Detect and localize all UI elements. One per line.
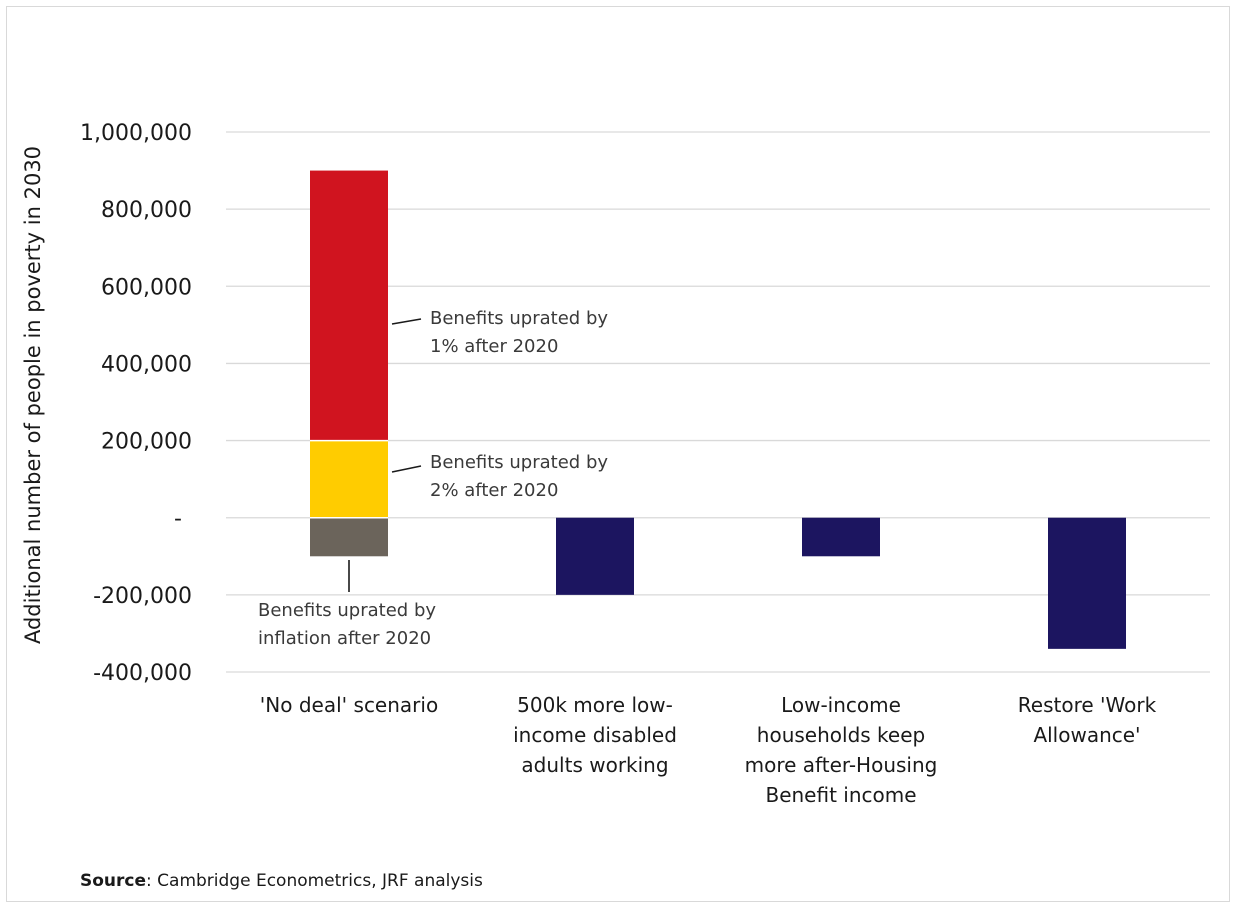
bar-segment xyxy=(556,517,634,595)
y-tick-label: 1,000,000 xyxy=(80,121,192,146)
bar-segment xyxy=(802,517,880,557)
x-category-line: Allowance' xyxy=(1033,723,1140,747)
annotation-text: Benefits uprated by xyxy=(430,308,608,329)
x-category-label: 'No deal' scenario xyxy=(260,693,438,717)
source-label: Source xyxy=(80,871,147,891)
x-category-label: Low-income households keep more after-Hous… xyxy=(745,693,938,807)
y-tick-label: - xyxy=(174,507,182,532)
x-category-line: Benefit income xyxy=(765,783,916,807)
annotation-text: inflation after 2020 xyxy=(258,628,431,649)
annotation-text: Benefits uprated by xyxy=(258,600,436,621)
y-tick-label: 600,000 xyxy=(101,275,192,300)
annotation-leader xyxy=(391,318,422,325)
x-category-line: more after-Housing xyxy=(745,753,938,777)
y-axis-ticks: 1,000,000 800,000 600,000 400,000 200,000 - -2… xyxy=(80,121,192,686)
annotations: Benefits uprated by 1% after 2020 Benefits… xyxy=(258,308,608,649)
annotation-leader xyxy=(391,465,422,473)
bar-segment xyxy=(310,440,388,518)
x-category-line: households keep xyxy=(757,723,925,747)
x-category-line: Low-income xyxy=(781,693,901,717)
x-category-line: 500k more low- xyxy=(517,693,673,717)
annotation-text: 1% after 2020 xyxy=(430,336,558,357)
x-category-label: 500k more low-income disabled adults work… xyxy=(513,693,677,777)
x-category-line: income disabled xyxy=(513,723,677,747)
x-category-line: Restore 'Work xyxy=(1018,693,1157,717)
y-tick-label: 400,000 xyxy=(101,352,192,377)
chart-frame xyxy=(6,6,1230,902)
y-tick-label: 800,000 xyxy=(101,198,192,223)
y-tick-label: -200,000 xyxy=(93,584,192,609)
x-category-line: 'No deal' scenario xyxy=(260,693,438,717)
source-note: Source: Cambridge Econometrics, JRF anal… xyxy=(80,871,483,891)
y-axis-label: Additional number of people in poverty i… xyxy=(21,146,45,644)
gridlines xyxy=(226,131,1210,673)
bars xyxy=(310,170,1126,649)
bar-segment xyxy=(1048,517,1126,649)
x-category-line: adults working xyxy=(521,753,668,777)
y-tick-label: 200,000 xyxy=(101,430,192,455)
source-text: : Cambridge Econometrics, JRF analysis xyxy=(146,871,483,891)
x-axis-categories: 'No deal' scenario 500k more low-income d… xyxy=(260,693,1157,807)
bar-segment xyxy=(310,517,388,557)
y-tick-label: -400,000 xyxy=(93,661,192,686)
bar-segment xyxy=(310,170,388,441)
x-category-label: Restore 'Work Allowance' xyxy=(1018,693,1157,747)
annotation-text: Benefits uprated by xyxy=(430,452,608,473)
annotation-text: 2% after 2020 xyxy=(430,480,558,501)
